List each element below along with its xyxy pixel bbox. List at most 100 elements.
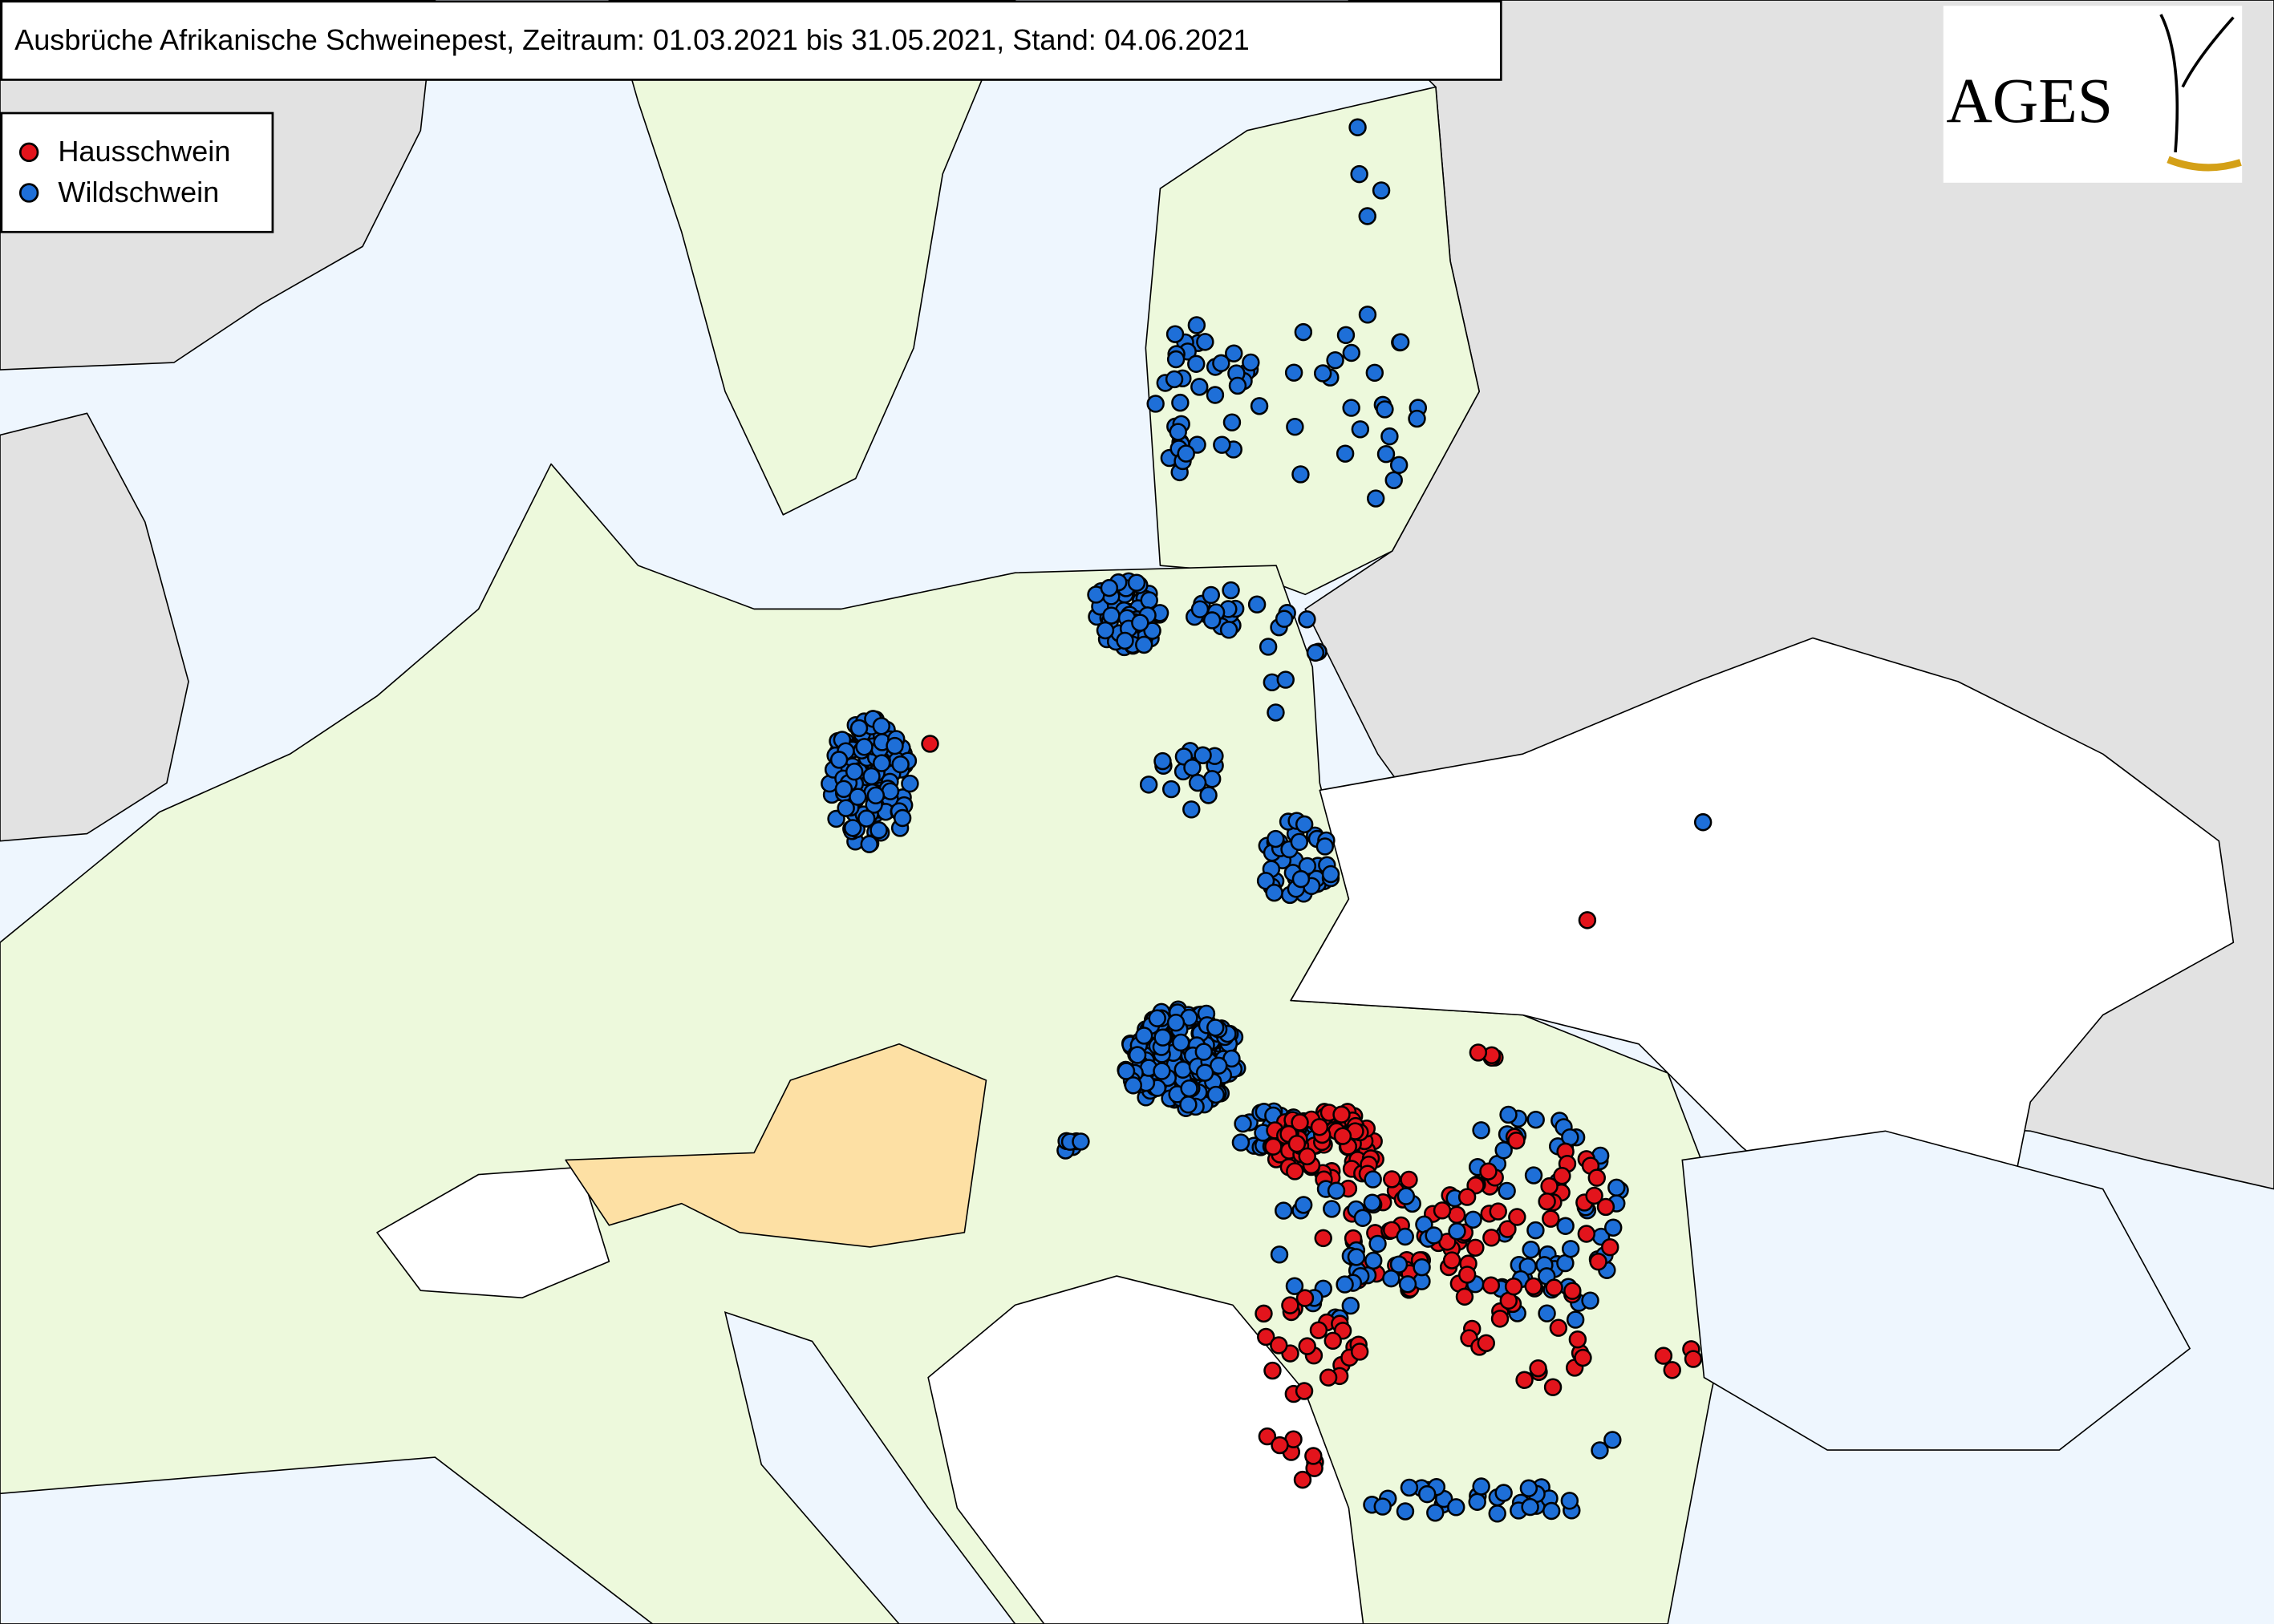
outbreak-dot [1515,1371,1534,1389]
outbreak-dot [1128,1046,1147,1064]
outbreak-dot [1265,883,1283,902]
outbreak-dot [872,717,891,735]
outbreak-dot [1417,1484,1437,1504]
outbreak-dot [1587,1168,1606,1187]
outbreak-dot [1173,1060,1192,1079]
outbreak-dot [1295,1382,1314,1400]
outbreak-dot [1358,207,1376,225]
outbreak-dot [1563,1282,1582,1300]
outbreak-dot [1693,813,1713,832]
sweden [608,0,1016,516]
outbreak-dot [1447,1498,1465,1517]
outbreak-dot [1291,869,1311,889]
outbreak-dot [829,751,849,769]
outbreak-dot [1203,770,1222,788]
outbreak-dot [1391,333,1410,351]
outbreak-dot [1190,600,1210,618]
outbreak-dot [1538,1192,1556,1211]
outbreak-dot [1295,815,1314,834]
outbreak-dot [849,719,869,738]
outbreak-dot [1472,1121,1490,1140]
outbreak-dot [1187,354,1206,373]
outbreak-dot [1479,1162,1498,1181]
outbreak-dot [843,819,862,837]
outbreak-dot [1384,471,1403,490]
outbreak-dot [1263,1361,1282,1380]
outbreak-dot [1212,354,1230,373]
outbreak-dot [1298,1337,1316,1355]
mediterranean [0,1456,654,1624]
outbreak-dot [1124,1076,1143,1095]
outbreak-dot [1526,1110,1545,1129]
outbreak-dot [1574,1348,1592,1367]
legend-box [0,111,274,233]
outbreak-dot [1591,1441,1609,1460]
outbreak-dot [1228,376,1247,395]
outbreak-dot [1521,1497,1539,1517]
outbreak-dot [1542,1209,1560,1228]
outbreak-dot [1234,1114,1252,1133]
outbreak-dot [1326,350,1344,370]
outbreak-dot [1380,427,1399,446]
outbreak-dot [1315,837,1335,856]
outbreak-dot [1242,353,1260,372]
outbreak-dot [1327,1181,1346,1200]
outbreak-dot [1293,1470,1312,1489]
outbreak-dot [1464,1210,1482,1229]
outbreak-dot [1433,1201,1452,1220]
outbreak-dot [1210,1056,1228,1075]
outbreak-dot [1169,423,1187,441]
outbreak-dot [1291,1113,1309,1132]
outbreak-dot [1376,444,1396,464]
outbreak-dot [1194,1043,1214,1061]
outbreak-dot [1363,1193,1382,1212]
outbreak-dot [872,754,891,772]
outbreak-dot [1294,1196,1313,1214]
outbreak-dot [1347,1248,1366,1266]
outbreak-dot [1408,409,1426,428]
outbreak-dot [1177,444,1195,463]
outbreaks [821,118,1713,1523]
outbreak-dot [1291,465,1310,484]
outbreak-dot [1425,1226,1443,1245]
outbreak-dot [1529,1359,1547,1378]
outbreak-dot [1275,1201,1293,1220]
outbreak-dot [1270,1336,1288,1355]
outbreak-dot [855,738,874,756]
outbreak-dot [886,736,904,755]
outbreak-dot [1139,776,1158,794]
title-box [0,0,1502,81]
outbreak-dot [1321,865,1340,884]
outbreak-dot [1202,585,1221,605]
outbreak-dot [866,786,886,805]
outbreak-dot [1341,1296,1360,1315]
outbreak-dot [1442,1251,1461,1270]
legend: Hausschwein Wildschwein [18,135,230,209]
outbreak-dot [1196,333,1214,351]
outbreak-dot [1508,1208,1526,1226]
outbreak-dot [1553,1167,1571,1185]
outbreak-dot [1306,643,1325,662]
logo-box [1943,6,2243,183]
uk [0,412,189,842]
outbreak-dot [1494,1484,1513,1502]
logo: AGES [1946,66,2113,136]
outbreak-dot [1102,606,1121,625]
outbreak-dot [1398,1275,1417,1294]
outbreak-dot [1267,829,1285,848]
outbreak-dot [849,788,867,806]
logo-swoosh [2167,156,2242,172]
outbreak-dot [1333,1127,1352,1145]
outbreak-dot [1568,1330,1587,1349]
outbreak-dot [1295,1289,1315,1307]
outbreak-dot [1202,611,1222,630]
outbreak-dot [1255,1304,1273,1323]
outbreak-dot [1457,1266,1477,1284]
outbreak-dot [1684,1350,1703,1368]
outbreak-dot [1448,1222,1466,1241]
adriatic [724,1311,1016,1624]
outbreak-dot [1353,1209,1372,1227]
outbreak-dot [1581,1291,1599,1310]
